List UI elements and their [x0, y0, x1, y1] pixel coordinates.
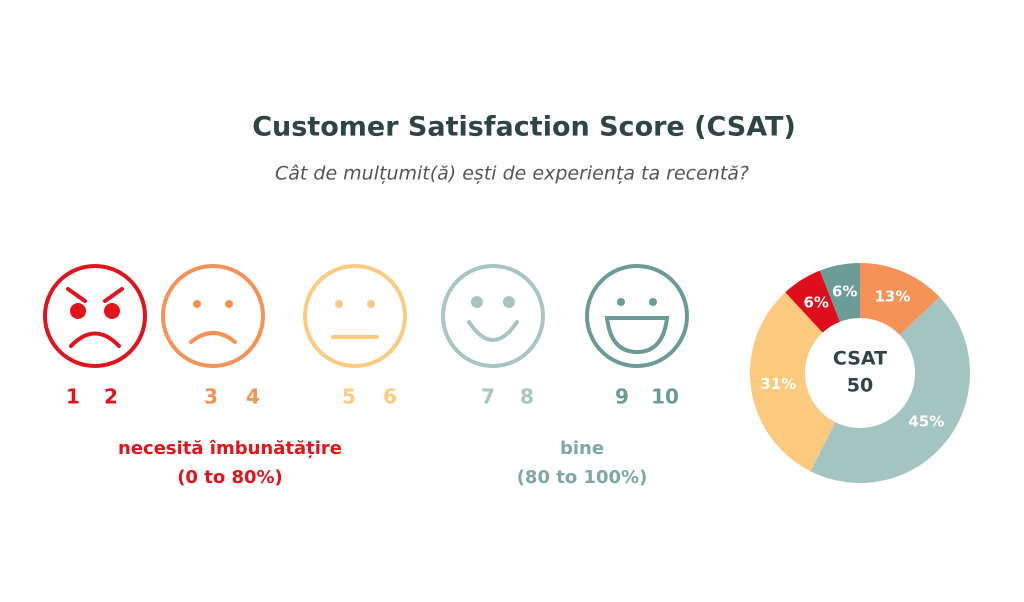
score-number: 8: [520, 385, 534, 409]
group-range: (0 to 80%): [177, 467, 283, 488]
face-outline: [161, 264, 265, 368]
eye: [335, 300, 343, 308]
group-range: (80 to 100%): [517, 467, 648, 488]
donut-slice: [810, 297, 970, 483]
face: [303, 264, 407, 368]
score-number: 3: [204, 385, 218, 409]
center-title: CSAT: [833, 348, 887, 370]
mouth: [604, 316, 670, 355]
score-number: 2: [104, 385, 118, 409]
score-number: 10: [651, 385, 679, 409]
face: [161, 264, 265, 368]
eye: [367, 300, 375, 308]
eye: [225, 300, 233, 308]
eye: [649, 298, 657, 306]
score-number: 9: [615, 385, 629, 409]
score-number: 7: [481, 385, 495, 409]
face-outline: [43, 264, 147, 368]
face: [43, 264, 147, 368]
brow: [66, 287, 87, 303]
mouth: [69, 331, 121, 348]
mouth: [189, 331, 237, 344]
subtitle: Cât de mulțumit(ă) ești de experiența ta…: [275, 163, 749, 185]
group-label: necesită îmbunătățire: [118, 438, 342, 459]
slice-label: 13%: [875, 288, 911, 306]
donut-slice: [819, 263, 860, 322]
donut-slice: [860, 263, 940, 336]
eye: [104, 303, 120, 319]
face: [585, 264, 689, 368]
score-number: 6: [383, 385, 397, 409]
score-number: 4: [246, 385, 260, 409]
slice-label: 6%: [832, 282, 857, 300]
score-number: 1: [66, 385, 80, 409]
eye: [193, 300, 201, 308]
slice-label: 45%: [908, 413, 944, 431]
donut-slice: [785, 270, 840, 333]
title: Customer Satisfaction Score (CSAT): [252, 112, 796, 143]
face-outline: [441, 264, 545, 368]
group-label: bine: [560, 438, 604, 459]
donut-slice: [750, 292, 836, 472]
slice-label: 6%: [803, 294, 828, 312]
eye: [503, 296, 515, 308]
eye: [617, 298, 625, 306]
face-outline: [585, 264, 689, 368]
eye: [70, 303, 86, 319]
eye: [471, 296, 483, 308]
face-outline: [303, 264, 407, 368]
mouth: [467, 320, 519, 342]
score-number: 5: [342, 385, 356, 409]
brow: [103, 287, 124, 303]
slice-label: 31%: [760, 375, 796, 393]
center-value: 50: [847, 375, 873, 397]
face: [441, 264, 545, 368]
